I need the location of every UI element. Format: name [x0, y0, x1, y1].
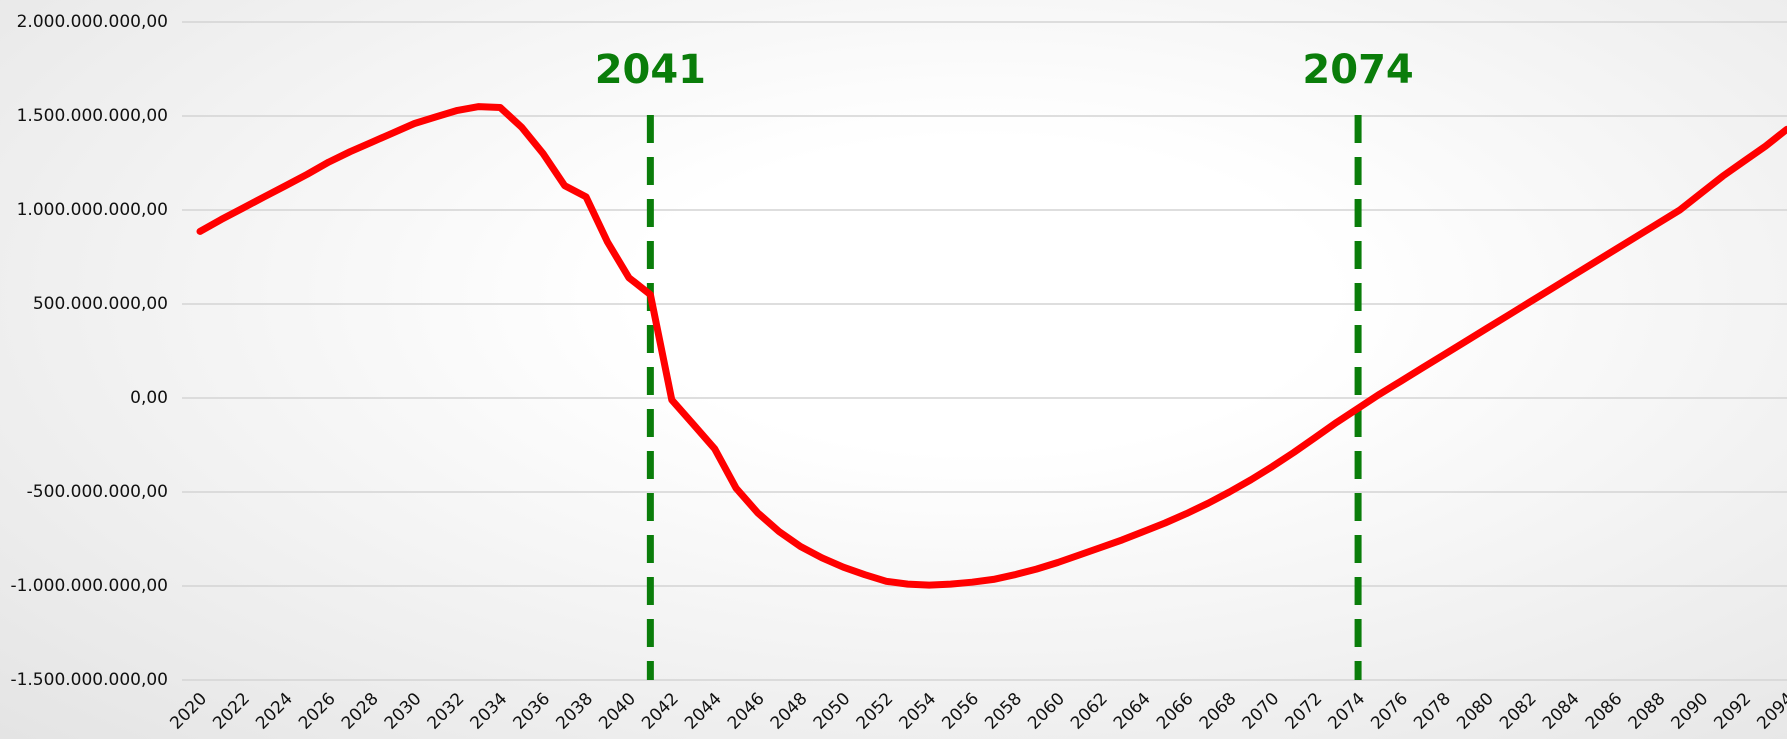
y-tick-label: -500.000.000,00 — [27, 482, 168, 502]
x-tick-label: 2028 — [338, 689, 383, 734]
x-tick-label: 2066 — [1153, 689, 1198, 734]
x-tick-label: 2092 — [1710, 689, 1755, 734]
x-tick-label: 2060 — [1024, 689, 1069, 734]
y-tick-label: 500.000.000,00 — [33, 294, 168, 314]
y-tick-label: 1.500.000.000,00 — [17, 106, 168, 126]
x-tick-label: 2034 — [467, 689, 512, 734]
x-tick-label: 2080 — [1453, 689, 1498, 734]
x-tick-label: 2070 — [1239, 689, 1284, 734]
x-tick-label: 2042 — [638, 689, 683, 734]
x-tick-label: 2026 — [295, 689, 340, 734]
x-tick-label: 2078 — [1410, 689, 1455, 734]
x-tick-label: 2076 — [1367, 689, 1412, 734]
x-tick-label: 2074 — [1324, 689, 1369, 734]
x-tick-label: 2048 — [767, 689, 812, 734]
annotation: 2074 — [1302, 47, 1413, 93]
x-tick-label: 2056 — [938, 689, 983, 734]
x-tick-label: 2088 — [1625, 689, 1670, 734]
x-tick-label: 2090 — [1668, 689, 1713, 734]
x-tick-label: 2046 — [724, 689, 769, 734]
x-tick-label: 2058 — [981, 689, 1026, 734]
x-tick-label: 2032 — [424, 689, 469, 734]
x-tick-label: 2062 — [1067, 689, 1112, 734]
x-tick-label: 2082 — [1496, 689, 1541, 734]
x-tick-label: 2054 — [895, 689, 940, 734]
x-tick-label: 2072 — [1282, 689, 1327, 734]
y-tick-label: 0,00 — [130, 388, 168, 408]
x-tick-label: 2050 — [810, 689, 855, 734]
data-line — [196, 103, 1787, 589]
x-tick-label: 2022 — [209, 689, 254, 734]
x-tick-label: 2036 — [509, 689, 554, 734]
y-tick-label: -1.000.000.000,00 — [10, 576, 168, 596]
x-tick-label: 2068 — [1196, 689, 1241, 734]
x-tick-label: 2030 — [381, 689, 426, 734]
y-tick-label: 1.000.000.000,00 — [17, 200, 168, 220]
annotation: 2041 — [595, 47, 706, 93]
x-tick-label: 2086 — [1582, 689, 1627, 734]
x-tick-label: 2064 — [1110, 689, 1155, 734]
x-tick-label: 2044 — [681, 689, 726, 734]
x-tick-label: 2038 — [552, 689, 597, 734]
x-tick-label: 2020 — [166, 689, 211, 734]
y-tick-label: -1.500.000.000,00 — [10, 670, 168, 690]
x-tick-label: 2040 — [595, 689, 640, 734]
x-tick-label: 2094 — [1753, 689, 1787, 734]
x-tick-label: 2052 — [853, 689, 898, 734]
x-tick-label: 2024 — [252, 689, 297, 734]
x-tick-label: 2084 — [1539, 689, 1584, 734]
y-tick-label: 2.000.000.000,00 — [17, 12, 168, 32]
